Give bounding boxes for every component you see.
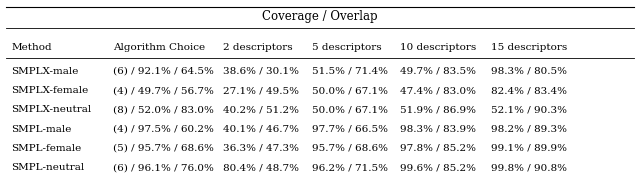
Text: 80.4% / 48.7%: 80.4% / 48.7% [223, 163, 299, 172]
Text: (4) / 97.5% / 60.2%: (4) / 97.5% / 60.2% [113, 125, 214, 134]
Text: (5) / 95.7% / 68.6%: (5) / 95.7% / 68.6% [113, 144, 214, 153]
Text: 40.2% / 51.2%: 40.2% / 51.2% [223, 105, 299, 114]
Text: Algorithm Choice: Algorithm Choice [113, 43, 205, 52]
Text: 51.5% / 71.4%: 51.5% / 71.4% [312, 67, 388, 76]
Text: 50.0% / 67.1%: 50.0% / 67.1% [312, 86, 388, 95]
Text: 38.6% / 30.1%: 38.6% / 30.1% [223, 67, 299, 76]
Text: 99.8% / 90.8%: 99.8% / 90.8% [491, 163, 566, 172]
Text: SMPL-female: SMPL-female [12, 144, 82, 153]
Text: 97.7% / 66.5%: 97.7% / 66.5% [312, 125, 388, 134]
Text: 97.8% / 85.2%: 97.8% / 85.2% [400, 144, 476, 153]
Text: Coverage / Overlap: Coverage / Overlap [262, 10, 378, 23]
Text: 2 descriptors: 2 descriptors [223, 43, 292, 52]
Text: SMPL-neutral: SMPL-neutral [12, 163, 84, 172]
Text: (6) / 92.1% / 64.5%: (6) / 92.1% / 64.5% [113, 67, 214, 76]
Text: SMPLX-male: SMPLX-male [12, 67, 79, 76]
Text: 52.1% / 90.3%: 52.1% / 90.3% [491, 105, 566, 114]
Text: (4) / 49.7% / 56.7%: (4) / 49.7% / 56.7% [113, 86, 214, 95]
Text: 47.4% / 83.0%: 47.4% / 83.0% [400, 86, 476, 95]
Text: (8) / 52.0% / 83.0%: (8) / 52.0% / 83.0% [113, 105, 214, 114]
Text: 36.3% / 47.3%: 36.3% / 47.3% [223, 144, 299, 153]
Text: (6) / 96.1% / 76.0%: (6) / 96.1% / 76.0% [113, 163, 214, 172]
Text: 98.3% / 83.9%: 98.3% / 83.9% [400, 125, 476, 134]
Text: 99.6% / 85.2%: 99.6% / 85.2% [400, 163, 476, 172]
Text: 40.1% / 46.7%: 40.1% / 46.7% [223, 125, 299, 134]
Text: 10 descriptors: 10 descriptors [400, 43, 477, 52]
Text: 49.7% / 83.5%: 49.7% / 83.5% [400, 67, 476, 76]
Text: 95.7% / 68.6%: 95.7% / 68.6% [312, 144, 388, 153]
Text: 98.2% / 89.3%: 98.2% / 89.3% [491, 125, 566, 134]
Text: SMPL-male: SMPL-male [12, 125, 72, 134]
Text: 96.2% / 71.5%: 96.2% / 71.5% [312, 163, 388, 172]
Text: 27.1% / 49.5%: 27.1% / 49.5% [223, 86, 299, 95]
Text: 50.0% / 67.1%: 50.0% / 67.1% [312, 105, 388, 114]
Text: 15 descriptors: 15 descriptors [491, 43, 567, 52]
Text: Method: Method [12, 43, 52, 52]
Text: SMPLX-female: SMPLX-female [12, 86, 89, 95]
Text: 82.4% / 83.4%: 82.4% / 83.4% [491, 86, 566, 95]
Text: SMPLX-neutral: SMPLX-neutral [12, 105, 92, 114]
Text: 5 descriptors: 5 descriptors [312, 43, 382, 52]
Text: 51.9% / 86.9%: 51.9% / 86.9% [400, 105, 476, 114]
Text: 98.3% / 80.5%: 98.3% / 80.5% [491, 67, 566, 76]
Text: 99.1% / 89.9%: 99.1% / 89.9% [491, 144, 566, 153]
